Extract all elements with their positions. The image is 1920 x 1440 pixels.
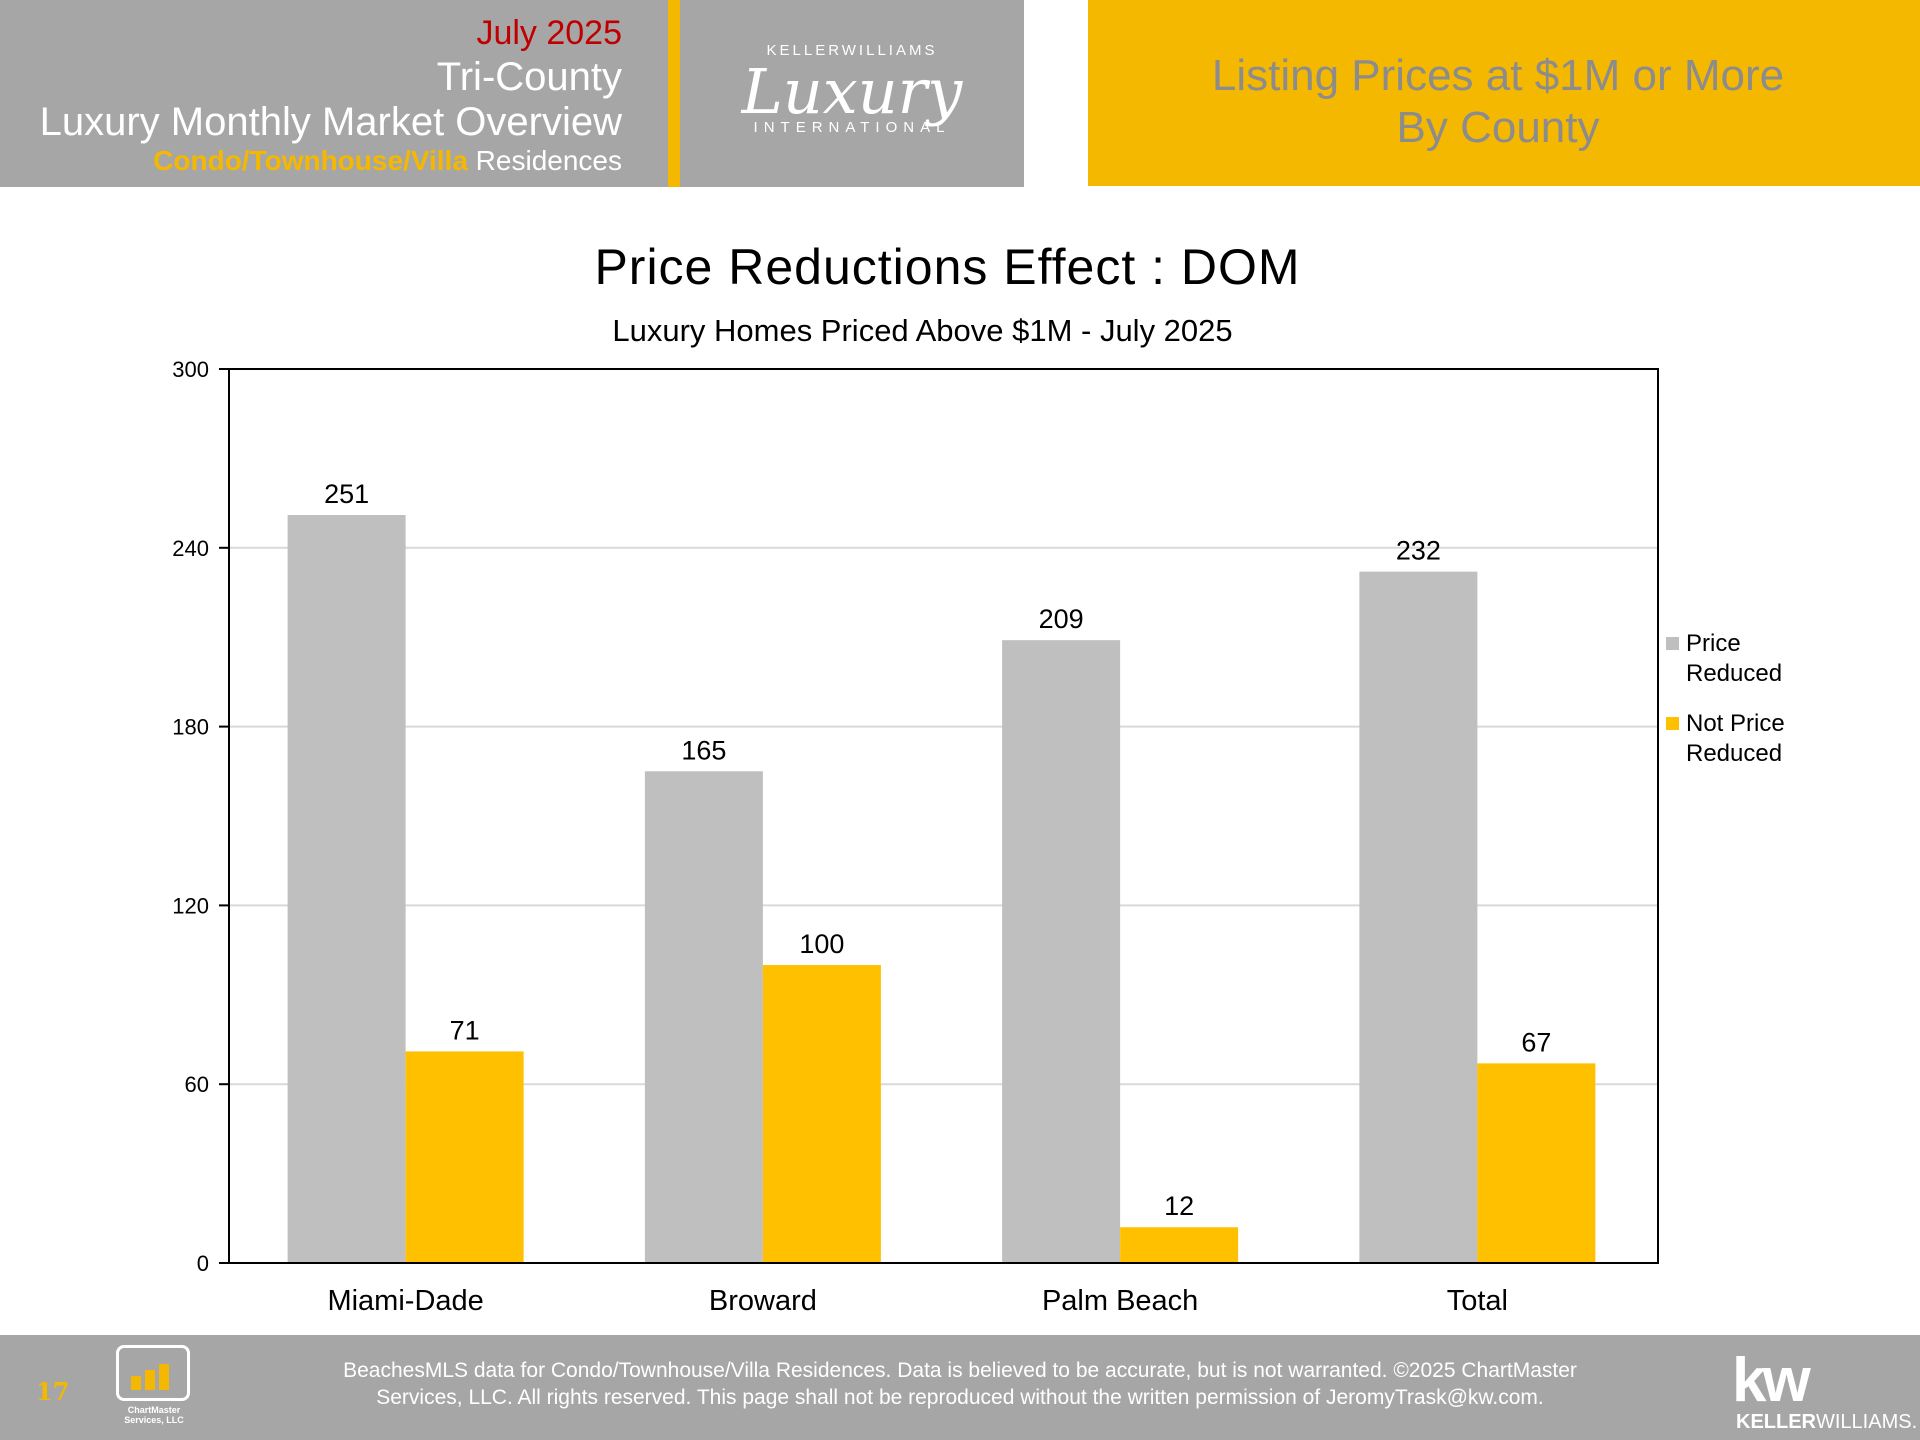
footer: 17 ChartMaster Services, LLC BeachesMLS … [0, 1335, 1920, 1440]
chart-bars [287, 515, 1596, 1263]
property-type: Condo/Townhouse/Villa Residences [153, 145, 622, 177]
kw-name-rest: WILLIAMS. [1816, 1411, 1918, 1433]
y-tick-label: 120 [172, 893, 209, 918]
bar-not-price-reduced [405, 1051, 524, 1263]
data-label: 12 [1164, 1191, 1194, 1221]
bar-price-reduced [644, 771, 763, 1263]
report-region: Tri-County [436, 55, 622, 99]
x-category-label: Palm Beach [1042, 1285, 1198, 1317]
y-tick-label: 300 [172, 357, 209, 382]
data-label: 209 [1039, 604, 1084, 634]
logo-bottom-text: INTERNATIONAL [753, 119, 951, 136]
header-title-block: July 2025 Tri-County Luxury Monthly Mark… [0, 0, 668, 187]
x-category-label: Miami-Dade [327, 1285, 483, 1317]
header-divider [668, 0, 680, 187]
bar-not-price-reduced [1477, 1063, 1596, 1263]
bar-price-reduced [1359, 571, 1478, 1263]
chart-legend: Price Reduced Not Price Reduced [1666, 630, 1785, 767]
plot-frame [228, 368, 1659, 1264]
chartmaster-line1: ChartMaster [127, 1405, 181, 1415]
data-label: 71 [450, 1015, 480, 1045]
data-label: 67 [1521, 1027, 1551, 1057]
kw-logo-mark: kw [1732, 1346, 1811, 1415]
report-date: July 2025 [476, 14, 622, 52]
kw-logo-name: KELLERWILLIAMS. [1736, 1411, 1917, 1434]
legend-swatch [1666, 717, 1679, 730]
bar-price-reduced [1002, 640, 1121, 1263]
data-label: 232 [1396, 536, 1441, 566]
chart-subtitle: Luxury Homes Priced Above $1M - July 202… [612, 313, 1233, 348]
chartmaster-logo-icon [116, 1345, 190, 1401]
bar-price-reduced [287, 515, 406, 1263]
x-category-label: Total [1447, 1285, 1508, 1317]
kw-luxury-logo: KELLERWILLIAMS Luxury INTERNATIONAL [680, 0, 1024, 187]
bar-chart: 0 60 120 180 240 300 251 71 Miami-Dade 165 100 Brow… [172, 357, 1785, 1317]
section-title-block: Listing Prices at $1M or More By County [1088, 0, 1920, 186]
data-label: 100 [799, 929, 844, 959]
legend-label: Reduced [1686, 740, 1782, 767]
section-title-line2: By County [1396, 103, 1600, 152]
y-tick-label: 240 [172, 536, 209, 561]
chart-labels: 0 60 120 180 240 300 251 71 Miami-Dade 165 100 Brow… [172, 357, 1551, 1317]
data-label: 165 [681, 735, 726, 765]
report-name: Luxury Monthly Market Overview [39, 100, 622, 144]
y-tick-label: 180 [172, 715, 209, 740]
page-number: 17 [36, 1377, 70, 1406]
legend-label: Reduced [1686, 660, 1782, 687]
property-type-rest: Residences [467, 145, 622, 176]
legend-swatch [1666, 637, 1679, 650]
disclaimer: BeachesMLS data for Condo/Townhouse/Vill… [240, 1357, 1680, 1411]
logo-top-text: KELLERWILLIAMS [766, 42, 938, 59]
chartmaster-logo-text: ChartMaster Services, LLC [106, 1405, 202, 1425]
logo-script-text: Luxury [741, 55, 963, 128]
disclaimer-line2: Services, LLC. All rights reserved. This… [376, 1386, 1544, 1409]
x-category-label: Broward [709, 1285, 817, 1317]
y-tick-label: 0 [197, 1251, 209, 1276]
chartmaster-line2: Services, LLC [124, 1415, 184, 1425]
bar-not-price-reduced [1120, 1227, 1239, 1263]
legend-label: Not Price [1686, 710, 1785, 737]
chart-title: Price Reductions Effect : DOM [594, 239, 1301, 295]
bar-not-price-reduced [762, 965, 881, 1263]
property-type-accent: Condo/Townhouse/Villa [153, 145, 468, 176]
section-title-line1: Listing Prices at $1M or More [1211, 51, 1785, 100]
kw-name-bold: KELLER [1736, 1411, 1816, 1433]
legend-label: Price [1686, 630, 1741, 657]
disclaimer-line1: BeachesMLS data for Condo/Townhouse/Vill… [343, 1359, 1577, 1382]
y-tick-label: 60 [185, 1072, 209, 1097]
data-label: 251 [324, 479, 369, 509]
